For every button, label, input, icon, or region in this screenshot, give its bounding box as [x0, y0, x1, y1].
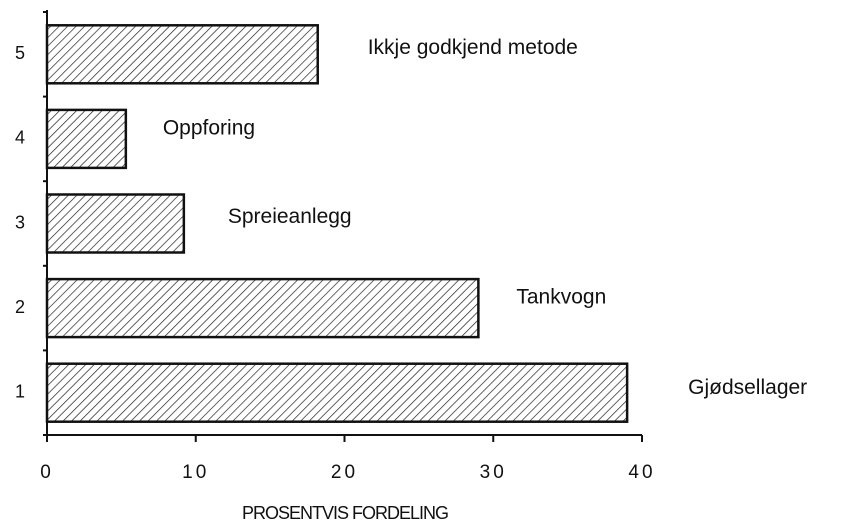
- bar: [45, 193, 186, 254]
- y-tick-label: 4: [15, 128, 25, 148]
- bar-label: Ikkje godkjend metode: [368, 36, 578, 59]
- bar-label: Gjødsellager: [688, 376, 807, 399]
- x-tick-label: 40: [628, 462, 655, 483]
- x-tick-label: 10: [182, 462, 209, 483]
- x-axis-label: PROSENTVIS FORDELING: [242, 503, 448, 523]
- bar-label: Tankvogn: [516, 286, 606, 309]
- y-tick-label: 1: [15, 381, 25, 401]
- y-tick-label: 5: [15, 43, 25, 63]
- bar-label: Oppforing: [163, 116, 255, 139]
- bar: [45, 108, 128, 170]
- bar: [45, 362, 629, 423]
- x-tick-label: 30: [480, 462, 507, 483]
- bar: [45, 24, 319, 85]
- y-tick-label: 2: [15, 297, 25, 317]
- bar-label: Spreieanlegg: [228, 205, 352, 228]
- bar: [45, 277, 480, 339]
- y-tick-label: 3: [15, 212, 25, 232]
- x-tick-label: 0: [40, 462, 54, 483]
- x-tick-label: 20: [331, 462, 358, 483]
